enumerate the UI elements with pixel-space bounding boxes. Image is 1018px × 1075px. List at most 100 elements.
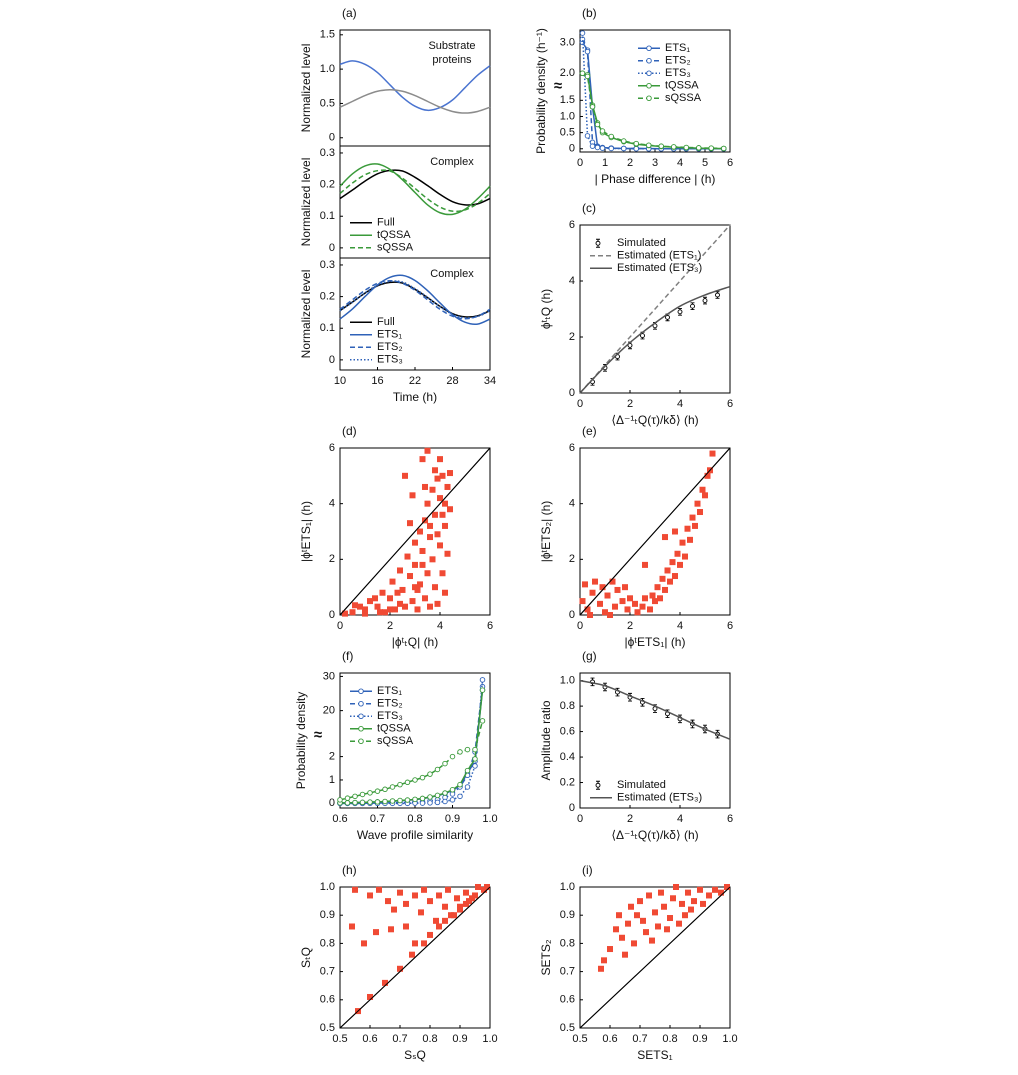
point — [434, 475, 441, 482]
point — [649, 937, 655, 944]
y-axis-label: |ϕᵗETS₁| (h) — [299, 501, 313, 562]
point — [403, 900, 409, 907]
point — [677, 309, 683, 315]
point — [667, 915, 673, 922]
x-axis-label: SETS₁ — [637, 1048, 672, 1062]
point — [463, 900, 469, 907]
x-tick-label: 3 — [652, 157, 658, 169]
point — [612, 603, 618, 610]
point — [464, 767, 471, 774]
x-axis-label: ⟨Δ⁻¹ₜQ(τ)/kδ⟩ (h) — [611, 413, 698, 427]
panel-label: (c) — [582, 201, 596, 215]
point — [604, 592, 611, 599]
point — [658, 889, 664, 896]
point — [442, 760, 448, 767]
plot-frame — [339, 447, 491, 616]
y-tick-label: 0.1 — [320, 210, 335, 222]
point — [704, 472, 711, 479]
point — [665, 314, 670, 320]
legend-label: ETS₃ — [377, 710, 403, 722]
point — [598, 965, 604, 972]
point — [412, 561, 418, 568]
legend-label: ETS₃ — [665, 67, 691, 79]
x-tick-label: 0.6 — [332, 813, 347, 825]
point — [436, 892, 442, 899]
point — [362, 606, 368, 613]
point — [427, 931, 433, 938]
point — [427, 522, 433, 529]
point — [649, 592, 656, 599]
point — [422, 595, 428, 602]
point — [391, 906, 397, 913]
y-tick-label: 3.0 — [560, 36, 575, 48]
point — [589, 143, 596, 149]
axis-break: ≈ — [314, 727, 322, 744]
y-tick-label: 1.0 — [560, 675, 575, 687]
point — [434, 799, 441, 806]
point — [349, 923, 355, 930]
identity-line — [579, 447, 731, 616]
x-tick-label: 0 — [337, 620, 343, 632]
point — [594, 144, 601, 151]
point — [352, 799, 358, 806]
point — [657, 595, 663, 602]
identity-line — [579, 886, 731, 1029]
point — [432, 511, 438, 518]
point — [402, 472, 408, 479]
point — [634, 912, 640, 919]
y-tick-label: 0 — [329, 132, 335, 144]
point — [633, 146, 640, 152]
x-tick-label: 0.5 — [572, 1033, 587, 1045]
point — [621, 138, 627, 144]
point — [689, 514, 696, 521]
point — [694, 500, 701, 507]
point — [337, 797, 343, 803]
plot-frame — [579, 672, 731, 809]
x-axis-label: ⟨Δ⁻¹ₜQ(τ)/kδ⟩ (h) — [611, 828, 698, 842]
point — [434, 600, 441, 607]
series-line — [582, 72, 724, 150]
x-tick-label: 2 — [627, 620, 633, 632]
x-tick-label: 34 — [484, 375, 496, 387]
x-tick-label: 0 — [577, 620, 583, 632]
point — [402, 603, 408, 610]
panel-label: (i) — [582, 863, 593, 877]
point — [673, 884, 679, 890]
y-tick-label: 6 — [329, 442, 335, 454]
x-tick-label: 4 — [677, 620, 683, 632]
series-line — [339, 280, 491, 319]
point — [709, 450, 716, 457]
legend-label: sQSSA — [665, 92, 702, 104]
point — [599, 128, 606, 134]
y-tick-label: 4 — [329, 498, 335, 510]
point — [397, 567, 403, 574]
point — [658, 143, 665, 149]
x-tick-label: 1 — [602, 157, 608, 169]
point — [449, 787, 456, 793]
point — [404, 797, 411, 803]
annotation: Substrate — [428, 40, 475, 52]
point — [445, 886, 451, 893]
point — [662, 586, 668, 593]
y-tick-label: 1.5 — [320, 29, 335, 41]
point — [417, 528, 423, 535]
point — [382, 786, 388, 793]
point — [691, 898, 697, 905]
series-line — [579, 224, 731, 394]
y-tick-label: 0.8 — [560, 700, 575, 712]
legend-label: Estimated (ETS₃) — [617, 262, 702, 274]
y-tick-label: 2 — [569, 331, 575, 343]
x-tick-label: 2 — [387, 620, 393, 632]
point — [434, 766, 441, 773]
point — [433, 917, 439, 924]
point — [597, 600, 603, 607]
panel-label: (d) — [342, 424, 357, 438]
point — [419, 795, 426, 802]
y-tick-label: 0.4 — [560, 751, 575, 763]
point — [640, 917, 646, 924]
point — [625, 920, 631, 927]
x-axis-label: Time (h) — [393, 390, 437, 404]
legend-symbol — [595, 782, 601, 788]
point — [721, 145, 727, 152]
point — [418, 909, 424, 916]
